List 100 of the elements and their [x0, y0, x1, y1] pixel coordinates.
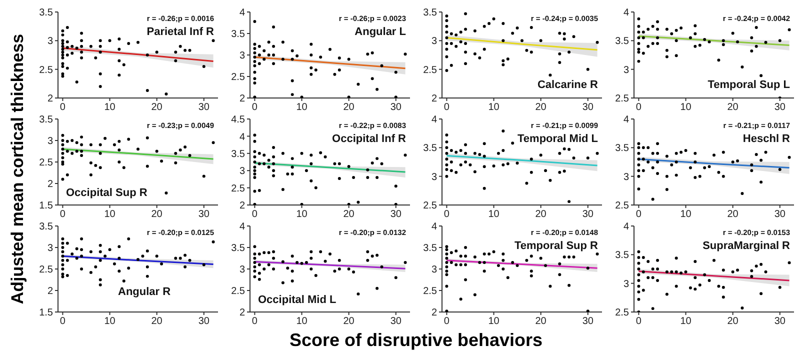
point — [684, 149, 688, 152]
point — [188, 48, 192, 52]
point — [502, 258, 505, 262]
point — [333, 162, 336, 166]
y-tick-label: 2.5 — [231, 183, 246, 194]
point — [562, 170, 566, 173]
point — [61, 44, 64, 48]
point — [310, 250, 313, 254]
point — [160, 262, 164, 266]
point — [376, 254, 379, 257]
point — [516, 264, 519, 268]
x-tick-label: 20 — [151, 209, 163, 220]
point — [502, 59, 505, 62]
point — [136, 40, 140, 44]
point — [75, 141, 78, 144]
y-tick-label: 2.5 — [423, 64, 438, 76]
point — [66, 274, 69, 277]
y-tick-label: 2.5 — [423, 286, 438, 298]
point — [473, 29, 476, 32]
point — [80, 56, 84, 60]
x-tick-label: 20 — [535, 316, 547, 328]
point — [750, 269, 754, 272]
point — [558, 170, 562, 174]
point — [80, 143, 84, 146]
point — [272, 268, 276, 270]
point — [572, 255, 576, 258]
point — [548, 284, 552, 288]
point — [380, 162, 384, 166]
x-tick-label: 20 — [343, 209, 355, 220]
point — [66, 173, 69, 176]
point — [506, 162, 510, 166]
y-tick-label: 3.5 — [615, 143, 630, 154]
point — [637, 256, 640, 260]
y-tick-label: 3.5 — [423, 243, 438, 254]
point — [637, 273, 640, 276]
x-tick-label: 30 — [774, 209, 786, 220]
point — [637, 187, 640, 190]
point — [703, 166, 706, 170]
point — [708, 278, 711, 282]
point — [146, 164, 149, 168]
x-tick-label: 10 — [104, 209, 116, 220]
point — [642, 52, 645, 55]
point — [272, 44, 276, 48]
y-tick-label: 3 — [623, 278, 630, 290]
point — [98, 278, 102, 282]
point — [502, 63, 505, 66]
point — [89, 143, 92, 146]
point — [656, 160, 660, 164]
point — [272, 162, 276, 166]
point — [75, 256, 78, 260]
point — [740, 192, 744, 196]
y-tick-label: 3 — [47, 36, 54, 48]
point — [464, 246, 468, 249]
point — [539, 39, 542, 42]
x-tick-label: 0 — [252, 102, 258, 114]
point — [674, 270, 678, 274]
point — [637, 152, 640, 155]
x-tick-label: 10 — [680, 316, 692, 328]
point — [694, 288, 697, 291]
point — [665, 154, 668, 158]
point — [253, 261, 256, 264]
point — [61, 134, 64, 137]
point — [760, 262, 763, 266]
point — [61, 152, 64, 155]
y-tick-label: 2.5 — [39, 158, 54, 169]
point — [646, 160, 650, 164]
point — [459, 40, 462, 44]
point — [445, 68, 448, 72]
point — [253, 265, 256, 268]
point — [267, 54, 270, 56]
point — [272, 26, 276, 29]
point — [568, 284, 571, 287]
y-tick-label: 2 — [431, 308, 438, 319]
point — [637, 262, 640, 265]
point — [61, 254, 64, 258]
point — [445, 252, 448, 256]
point — [118, 245, 121, 248]
point — [454, 170, 458, 174]
x-tick-label: 0 — [444, 209, 450, 220]
point — [670, 163, 674, 166]
point — [530, 254, 533, 258]
point — [450, 251, 453, 254]
point — [492, 17, 496, 20]
point — [174, 152, 178, 155]
y-tick-label: 4 — [239, 132, 246, 143]
point — [253, 270, 256, 273]
point — [464, 263, 468, 266]
point — [356, 82, 360, 86]
point — [98, 50, 102, 54]
point — [98, 258, 102, 262]
point — [80, 268, 84, 270]
point — [61, 178, 64, 181]
point — [651, 152, 654, 155]
point — [642, 30, 645, 34]
point — [61, 33, 64, 36]
point — [61, 143, 64, 146]
point — [98, 72, 102, 76]
point — [754, 264, 758, 268]
point — [651, 24, 654, 28]
point — [352, 270, 356, 274]
